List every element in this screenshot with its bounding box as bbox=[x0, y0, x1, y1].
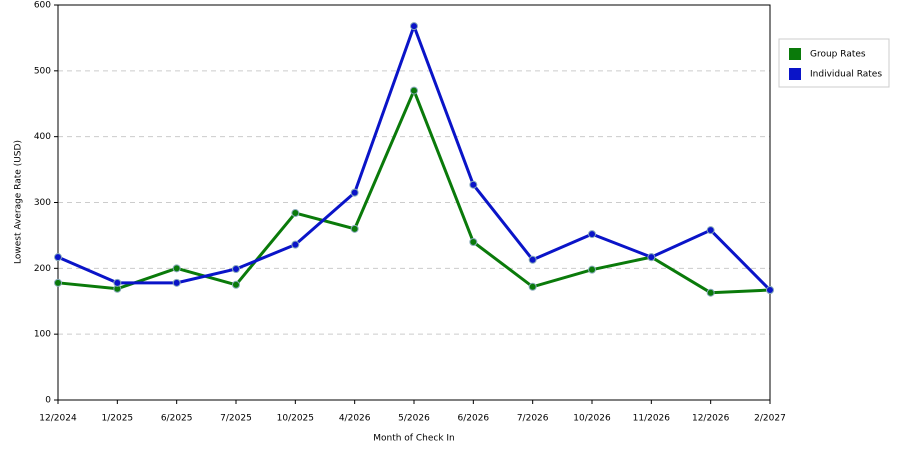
data-point bbox=[766, 286, 774, 295]
data-point bbox=[410, 86, 418, 95]
data-point bbox=[350, 188, 359, 197]
x-tick-label: 6/2025 bbox=[161, 414, 193, 424]
x-tick-label: 7/2025 bbox=[220, 414, 252, 424]
data-point bbox=[469, 180, 478, 189]
y-tick-label: 600 bbox=[34, 1, 51, 11]
data-point bbox=[350, 224, 359, 233]
x-tick-label: 1/2025 bbox=[101, 414, 133, 424]
legend-label: Individual Rates bbox=[810, 70, 882, 80]
x-tick-label: 7/2026 bbox=[517, 414, 549, 424]
data-point bbox=[588, 265, 596, 274]
series-line bbox=[57, 86, 771, 295]
data-point bbox=[291, 240, 300, 249]
data-point bbox=[410, 22, 418, 31]
y-tick-label: 0 bbox=[45, 396, 51, 406]
data-point bbox=[528, 282, 537, 291]
data-point bbox=[54, 253, 62, 262]
y-tick-label: 200 bbox=[34, 264, 51, 274]
y-tick-label: 400 bbox=[34, 132, 51, 142]
legend-swatch bbox=[789, 68, 801, 80]
data-point bbox=[232, 264, 240, 273]
y-tick-label: 500 bbox=[34, 66, 51, 76]
data-point bbox=[706, 226, 715, 235]
data-point bbox=[172, 264, 181, 273]
data-point bbox=[54, 278, 62, 287]
data-point bbox=[113, 278, 122, 287]
legend-label: Group Rates bbox=[810, 50, 866, 60]
x-tick-label: 2/2027 bbox=[754, 414, 786, 424]
y-tick-label: 300 bbox=[34, 198, 51, 208]
y-tick-label: 100 bbox=[34, 330, 51, 340]
data-point bbox=[706, 288, 715, 297]
legend-swatch bbox=[789, 48, 801, 60]
x-tick-label: 10/2025 bbox=[277, 414, 314, 424]
data-point bbox=[528, 255, 537, 264]
x-tick-label: 12/2026 bbox=[692, 414, 730, 424]
x-tick-label: 10/2026 bbox=[573, 414, 611, 424]
data-point bbox=[647, 253, 656, 262]
x-tick-label: 6/2026 bbox=[457, 414, 489, 424]
x-tick-label: 4/2026 bbox=[339, 414, 371, 424]
data-point bbox=[232, 280, 240, 289]
series-line bbox=[57, 21, 772, 292]
x-axis-label: Month of Check In bbox=[373, 434, 455, 444]
y-axis-label: Lowest Average Rate (USD) bbox=[14, 140, 24, 264]
data-point bbox=[588, 230, 596, 239]
x-tick-label: 5/2026 bbox=[398, 414, 430, 424]
data-point bbox=[172, 278, 181, 287]
data-point bbox=[469, 238, 478, 246]
x-tick-label: 12/2024 bbox=[39, 414, 77, 424]
x-tick-label: 11/2026 bbox=[633, 414, 671, 424]
data-point bbox=[291, 209, 300, 218]
